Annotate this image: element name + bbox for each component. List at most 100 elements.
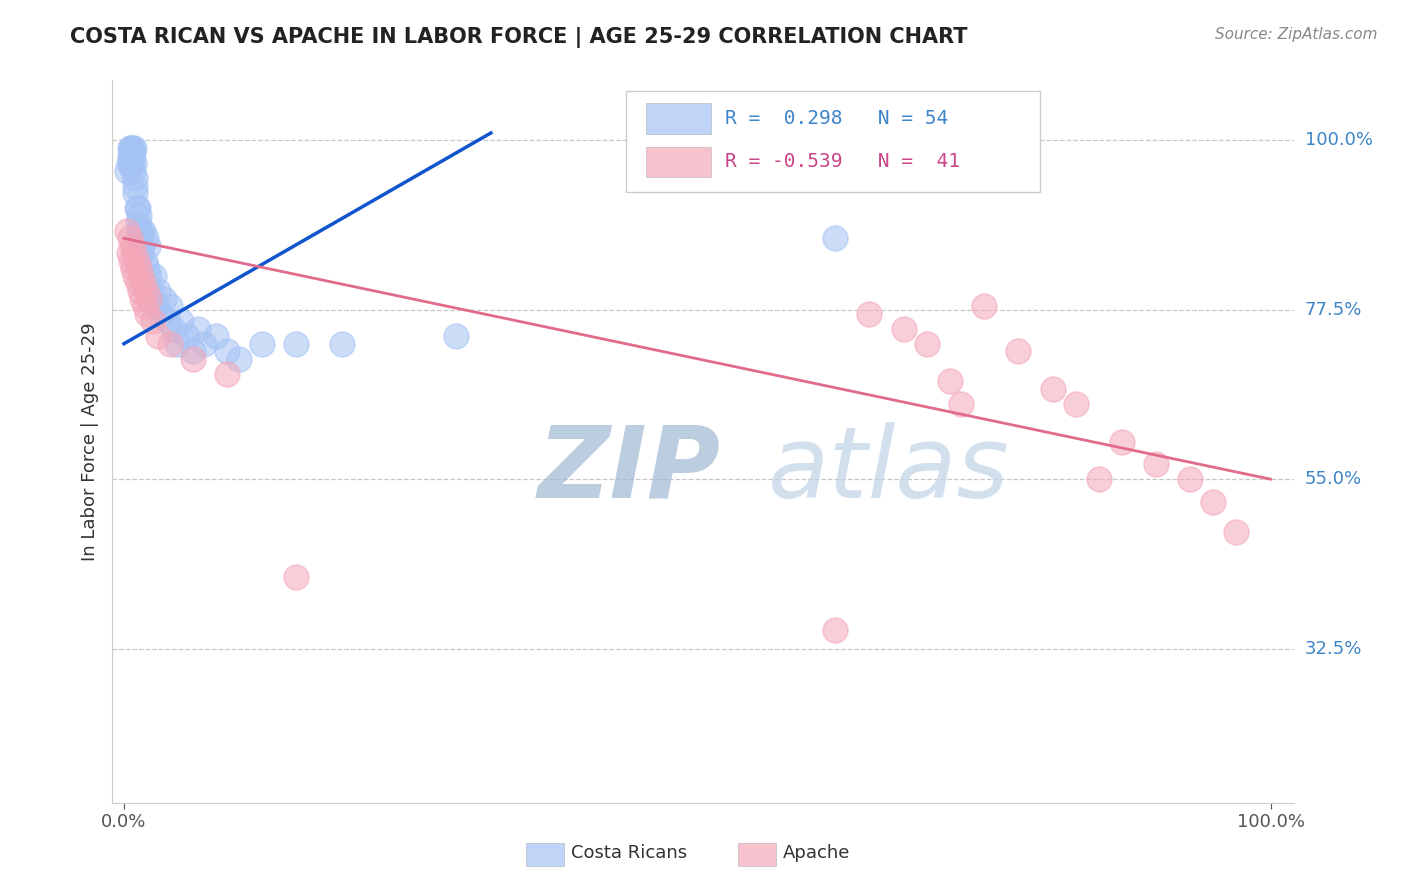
Point (1087, 472, 1109, 486)
Point (170, 314, 193, 328)
Text: COSTA RICAN VS APACHE IN LABOR FORCE | AGE 25-29 CORRELATION CHART: COSTA RICAN VS APACHE IN LABOR FORCE | A… (70, 27, 967, 48)
Text: 55.0%: 55.0% (1305, 470, 1362, 488)
Point (159, 336, 181, 351)
Point (124, 186, 146, 201)
Point (124, 178, 146, 193)
Point (118, 141, 141, 155)
Point (159, 299, 181, 313)
Point (1111, 434, 1133, 449)
Point (187, 321, 209, 335)
Point (1202, 494, 1225, 508)
Point (156, 314, 179, 328)
Point (118, 231, 141, 245)
Point (117, 156, 139, 170)
Point (136, 239, 159, 253)
Text: R =  0.298   N = 54: R = 0.298 N = 54 (725, 109, 949, 128)
FancyBboxPatch shape (626, 91, 1039, 193)
Point (915, 336, 938, 351)
Point (217, 344, 239, 359)
Point (120, 254, 142, 268)
Point (131, 239, 153, 253)
Bar (647, 103, 711, 134)
Text: atlas: atlas (768, 422, 1010, 519)
Point (858, 307, 880, 321)
Point (129, 231, 152, 245)
Point (1180, 472, 1202, 486)
Point (148, 284, 170, 298)
Point (124, 268, 146, 283)
Point (121, 148, 143, 162)
Point (181, 344, 204, 359)
Point (132, 224, 155, 238)
Point (124, 171, 146, 186)
Point (127, 201, 149, 215)
Point (122, 261, 145, 276)
Point (122, 156, 145, 170)
Point (135, 307, 157, 321)
Point (446, 329, 468, 343)
Point (138, 268, 160, 283)
Point (893, 321, 915, 335)
Point (122, 145, 145, 159)
Point (121, 141, 143, 155)
Point (142, 268, 165, 283)
Point (162, 321, 184, 335)
Point (141, 284, 163, 298)
Point (330, 336, 353, 351)
Text: 77.5%: 77.5% (1305, 301, 1362, 318)
Bar (526, 843, 564, 866)
Point (118, 148, 141, 162)
Point (129, 224, 152, 238)
Point (149, 307, 172, 321)
Point (132, 277, 155, 291)
Text: ZIP: ZIP (537, 422, 721, 519)
Point (128, 209, 150, 223)
Point (120, 156, 142, 170)
Point (122, 141, 145, 155)
Point (824, 231, 846, 245)
Point (1007, 344, 1029, 359)
Text: R = -0.539   N =  41: R = -0.539 N = 41 (725, 153, 960, 171)
Text: Apache: Apache (783, 845, 851, 863)
Point (824, 623, 846, 637)
Text: 32.5%: 32.5% (1305, 640, 1362, 657)
Point (949, 397, 972, 411)
Point (129, 246, 152, 260)
Point (129, 284, 152, 298)
Point (117, 224, 139, 238)
Point (176, 329, 198, 343)
Point (193, 336, 215, 351)
Bar (738, 843, 776, 866)
Point (121, 239, 143, 253)
Point (125, 201, 148, 215)
Point (284, 336, 307, 351)
Point (217, 367, 239, 381)
Text: Costa Ricans: Costa Ricans (571, 845, 688, 863)
Point (250, 336, 273, 351)
Point (122, 163, 145, 178)
Point (129, 268, 152, 283)
Point (1064, 397, 1087, 411)
Point (181, 351, 204, 366)
Point (121, 153, 143, 167)
Point (127, 216, 149, 230)
Point (1042, 382, 1064, 396)
Text: 100.0%: 100.0% (1305, 131, 1372, 150)
Point (135, 231, 157, 245)
Point (138, 292, 160, 306)
Y-axis label: In Labor Force | Age 25-29: In Labor Force | Age 25-29 (80, 322, 98, 561)
Text: Source: ZipAtlas.com: Source: ZipAtlas.com (1215, 27, 1378, 42)
Point (128, 224, 150, 238)
Point (134, 254, 156, 268)
Point (148, 329, 170, 343)
Point (166, 336, 188, 351)
Point (120, 141, 142, 155)
Point (117, 246, 139, 260)
Point (938, 375, 960, 389)
Point (134, 299, 156, 313)
Point (284, 570, 307, 584)
Point (1225, 524, 1247, 539)
Point (973, 299, 995, 313)
Point (142, 314, 165, 328)
Point (122, 246, 145, 260)
